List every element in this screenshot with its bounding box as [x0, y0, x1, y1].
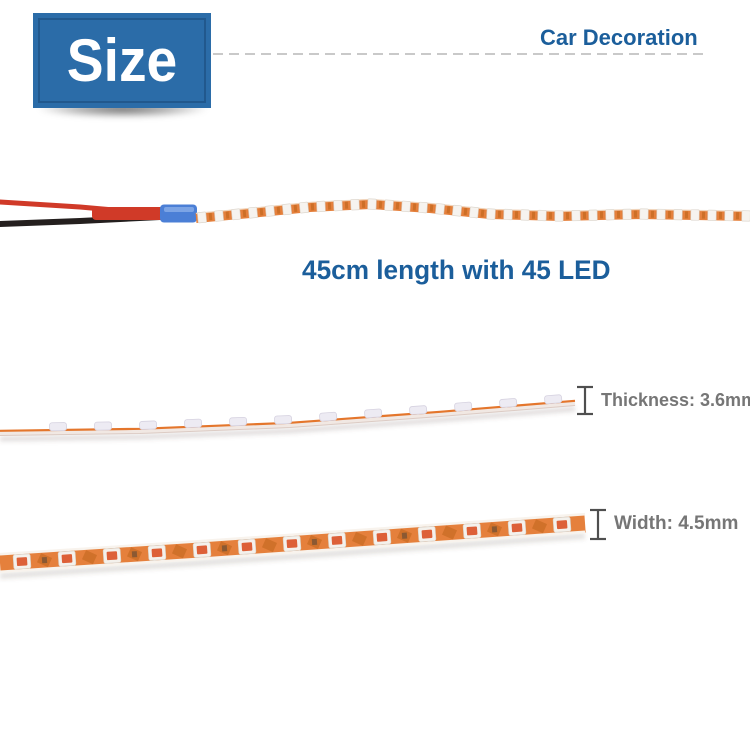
size-badge-label: Size	[66, 26, 178, 94]
thickness-label: Thickness: 3.6mm	[601, 390, 750, 410]
size-badge: Size	[33, 13, 211, 108]
dashed-divider-line	[213, 53, 705, 55]
led-strip-with-wires-photo	[0, 198, 750, 227]
thickness-i-beam-icon	[577, 385, 593, 416]
category-title: Car Decoration	[540, 25, 698, 50]
width-label: Width: 4.5mm	[614, 513, 739, 534]
width-i-beam-icon	[590, 508, 606, 541]
length-caption: 45cm length with 45 LED	[302, 255, 611, 285]
strip-side-profile-photo	[0, 394, 576, 442]
strip-top-view-photo	[0, 512, 586, 579]
